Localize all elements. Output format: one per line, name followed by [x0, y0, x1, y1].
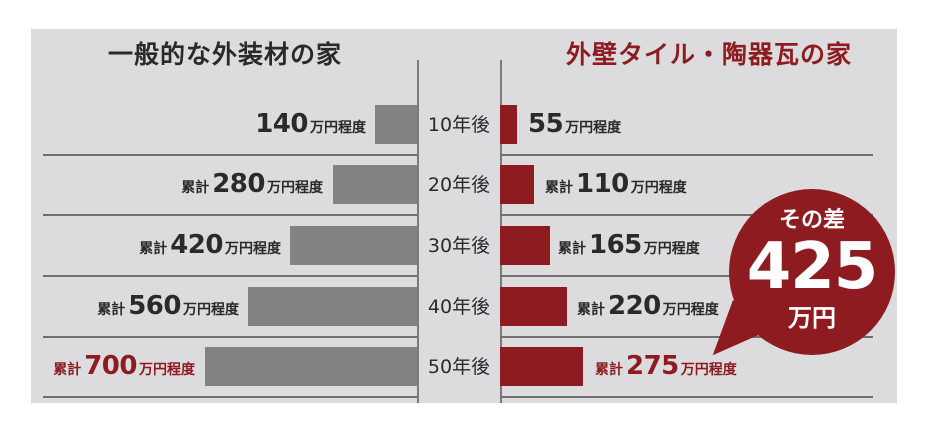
row-separator: [500, 275, 873, 277]
left-value-label-10y: 140 万円程度: [255, 109, 366, 139]
right-bar-20y: [500, 165, 534, 204]
left-bar-30y: [290, 226, 417, 265]
row-separator: [500, 396, 873, 398]
left-bar-50y: [205, 347, 417, 386]
row-separator: [43, 214, 417, 216]
left-bar-40y: [248, 287, 417, 326]
left-bar-10y: [375, 105, 417, 144]
row-separator: [43, 154, 417, 156]
year-label-30y: 30年後: [427, 235, 491, 257]
right-bar-50y: [500, 347, 583, 386]
row-separator: [500, 154, 873, 156]
year-label-20y: 20年後: [427, 174, 491, 196]
right-value-label-20y: 累計 110 万円程度: [545, 169, 687, 199]
bubble-caption: その差: [778, 208, 845, 233]
right-value-label-10y: 55 万円程度: [528, 109, 622, 139]
left-value-label-30y: 累計 420 万円程度: [139, 230, 281, 260]
left-value-label-40y: 累計 560 万円程度: [97, 291, 239, 321]
right-value-label-40y: 累計 220 万円程度: [577, 291, 719, 321]
left-series-title: 一般的な外装材の家: [108, 40, 343, 69]
bubble-value: 425: [746, 230, 879, 304]
year-label-40y: 40年後: [427, 296, 491, 318]
difference-speech-bubble: [729, 189, 895, 355]
left-bar-20y: [333, 165, 417, 204]
row-separator: [500, 336, 873, 338]
row-separator: [43, 336, 417, 338]
row-separator: [43, 396, 417, 398]
row-separator: [500, 214, 873, 216]
bubble-unit: 万円: [788, 304, 836, 332]
right-bar-30y: [500, 226, 550, 265]
left-value-label-20y: 累計 280 万円程度: [181, 169, 323, 199]
right-series-title: 外壁タイル・陶器瓦の家: [566, 40, 853, 69]
right-bar-40y: [500, 287, 567, 326]
year-label-10y: 10年後: [427, 114, 491, 136]
left-value-label-50y: 累計 700 万円程度: [53, 351, 195, 381]
right-bar-10y: [500, 105, 517, 144]
right-value-label-50y: 累計 275 万円程度: [595, 351, 737, 381]
year-label-50y: 50年後: [427, 356, 491, 378]
right-value-label-30y: 累計 165 万円程度: [558, 230, 700, 260]
row-separator: [43, 275, 417, 277]
left-axis-line: [417, 60, 419, 403]
